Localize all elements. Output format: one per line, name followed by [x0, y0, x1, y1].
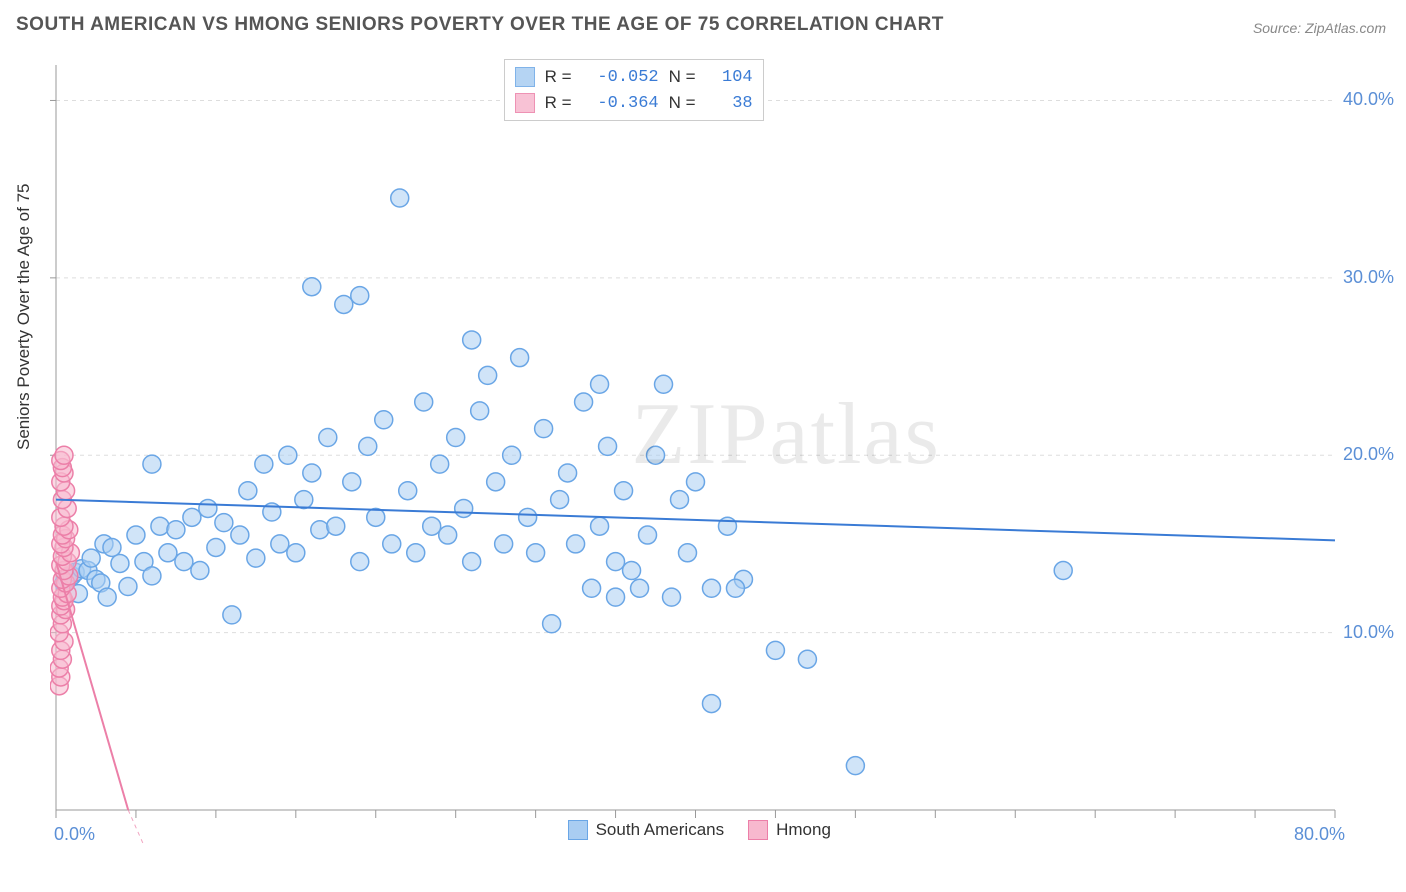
source-value: ZipAtlas.com	[1305, 20, 1386, 36]
y-tick-label: 10.0%	[1343, 622, 1394, 643]
legend-n-value: 38	[713, 94, 753, 113]
legend-label: Hmong	[776, 820, 831, 840]
series-legend: South Americans Hmong	[568, 820, 831, 840]
legend-swatch	[748, 820, 768, 840]
chart-title: SOUTH AMERICAN VS HMONG SENIORS POVERTY …	[16, 14, 944, 36]
legend-n-value: 104	[713, 68, 753, 87]
y-tick-label: 30.0%	[1343, 267, 1394, 288]
x-tick-label: 80.0%	[1285, 824, 1345, 845]
source-attribution: Source: ZipAtlas.com	[1253, 20, 1386, 36]
legend-swatch	[568, 820, 588, 840]
scatter-plot	[50, 55, 1390, 845]
legend-swatch	[515, 93, 535, 113]
legend-r-value: -0.052	[589, 68, 659, 87]
legend-r-value: -0.364	[589, 94, 659, 113]
legend-swatch	[515, 67, 535, 87]
legend-label: South Americans	[596, 820, 725, 840]
plot-svg	[50, 55, 1390, 845]
legend-n-label: N =	[669, 67, 703, 87]
y-tick-label: 40.0%	[1343, 89, 1394, 110]
y-axis-label: Seniors Poverty Over the Age of 75	[14, 184, 34, 450]
legend-n-label: N =	[669, 93, 703, 113]
y-tick-label: 20.0%	[1343, 444, 1394, 465]
x-tick-label: 0.0%	[54, 824, 95, 845]
legend-row: R = -0.052 N = 104	[515, 64, 753, 90]
legend-r-label: R =	[545, 67, 579, 87]
legend-item: South Americans	[568, 820, 725, 840]
legend-item: Hmong	[748, 820, 831, 840]
source-label: Source:	[1253, 20, 1305, 36]
correlation-legend: R = -0.052 N = 104 R = -0.364 N = 38	[504, 59, 764, 121]
legend-row: R = -0.364 N = 38	[515, 90, 753, 116]
legend-r-label: R =	[545, 93, 579, 113]
